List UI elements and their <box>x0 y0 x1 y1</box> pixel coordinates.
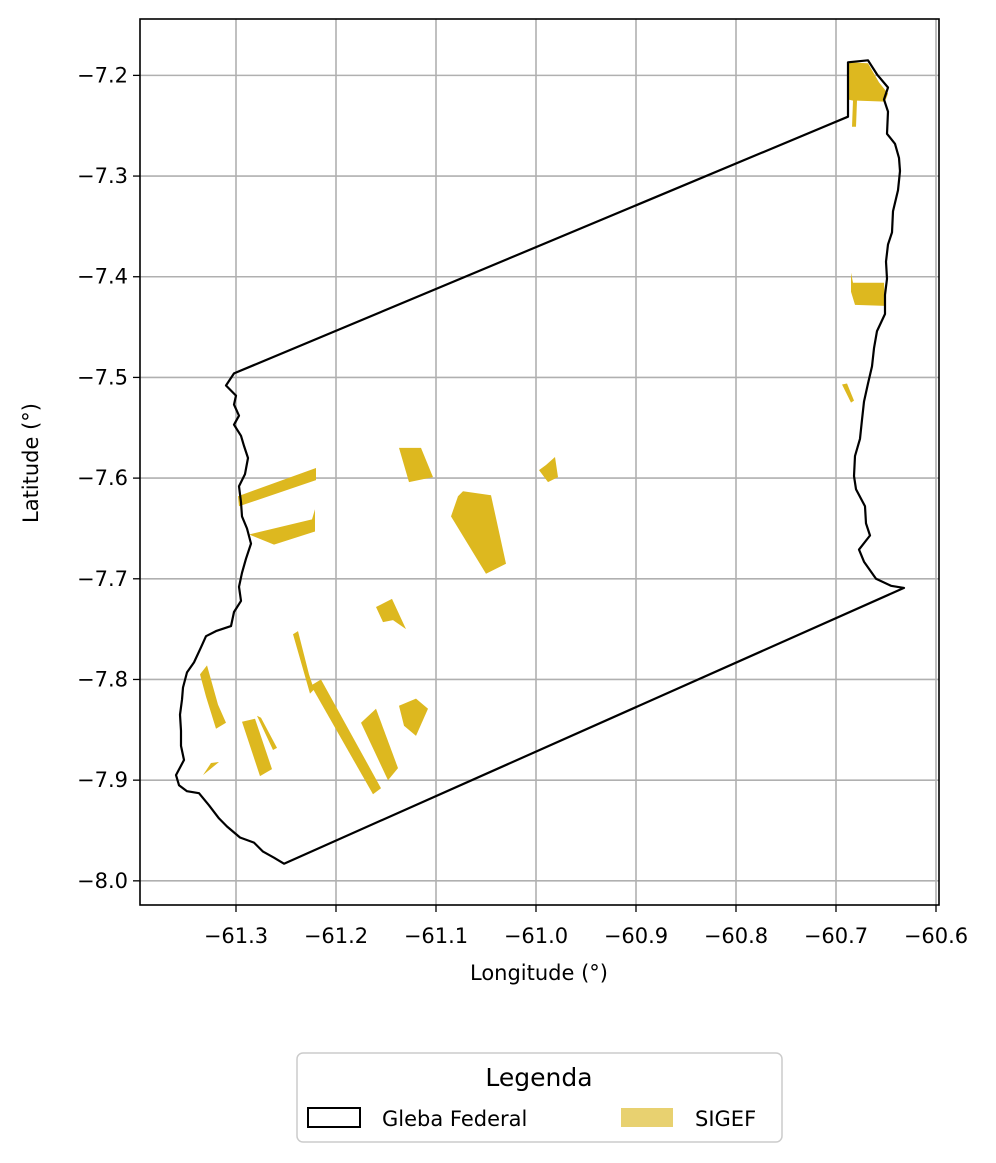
sigef-parcel <box>539 457 558 483</box>
x-tick-label: −61.0 <box>504 924 568 948</box>
grid-lines <box>140 19 939 905</box>
sigef-parcel <box>847 62 888 127</box>
x-tick-label: −60.7 <box>804 924 868 948</box>
y-tick-label: −7.5 <box>77 365 128 389</box>
sigef-parcel <box>842 383 854 403</box>
sigef-parcel <box>238 468 316 507</box>
legend-swatch-sigef <box>621 1108 673 1127</box>
y-tick-label: −8.0 <box>77 869 128 893</box>
x-tick-label: −61.1 <box>404 924 468 948</box>
legend-title: Legenda <box>485 1063 592 1092</box>
sigef-parcel <box>851 272 885 306</box>
y-tick-label: −7.3 <box>77 164 128 188</box>
y-tick-label: −7.9 <box>77 768 128 792</box>
gleba-federal-layer <box>174 59 906 865</box>
legend: Legenda Gleba Federal SIGEF <box>296 1052 783 1143</box>
y-tick-label: −7.6 <box>77 466 128 490</box>
x-tick-label: −61.3 <box>204 924 268 948</box>
y-tick-label: −7.4 <box>77 265 128 289</box>
sigef-parcels-layer <box>200 62 888 795</box>
sigef-parcel <box>203 762 219 776</box>
sigef-parcel <box>451 491 506 574</box>
y-tick-label: −7.2 <box>77 63 128 87</box>
y-tick-label: −7.8 <box>77 667 128 691</box>
legend-label-sigef: SIGEF <box>695 1107 756 1131</box>
x-axis-label: Longitude (°) <box>470 961 608 985</box>
x-tick-label: −60.6 <box>904 924 968 948</box>
x-tick-label: −60.9 <box>604 924 668 948</box>
y-axis-label: Latitude (°) <box>19 403 43 523</box>
sigef-parcel <box>242 718 272 777</box>
y-axis-ticks: −7.2 −7.3 −7.4 −7.5 −7.6 −7.7 −7.8 −7.9 −8.0 <box>77 63 140 893</box>
sigef-parcel <box>257 715 277 750</box>
y-tick-label: −7.7 <box>77 567 128 591</box>
sigef-parcel <box>311 679 381 795</box>
sigef-parcel <box>200 665 226 729</box>
sigef-parcel <box>376 598 406 630</box>
sigef-parcel <box>361 708 398 781</box>
x-axis-ticks: −61.3 −61.2 −61.1 −61.0 −60.9 −60.8 −60.7 −60.6 <box>204 905 968 948</box>
sigef-parcel <box>399 698 428 736</box>
sigef-parcel <box>249 509 315 545</box>
plot-frame <box>139 18 940 906</box>
sigef-parcel <box>399 447 433 483</box>
legend-swatch-gleba-federal <box>307 1107 361 1128</box>
sigef-parcel <box>293 631 314 694</box>
gleba-federal-boundary <box>174 59 906 865</box>
x-tick-label: −61.2 <box>304 924 368 948</box>
x-tick-label: −60.8 <box>704 924 768 948</box>
legend-label-gleba-federal: Gleba Federal <box>382 1107 527 1131</box>
